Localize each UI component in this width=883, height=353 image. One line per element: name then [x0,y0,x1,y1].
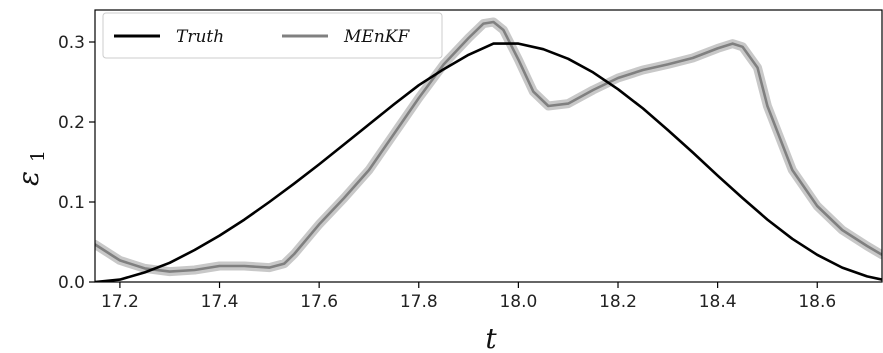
y-tick-label: 0.0 [58,273,85,293]
x-tick-label: 17.4 [201,292,239,312]
axes: 17.2 17.4 17.6 17.8 18.0 18.2 18.4 18.6 0.0 0.1 0.… [58,9,883,312]
series-menkf-band [95,17,882,277]
svg-text:ε 1: ε 1 [12,150,49,186]
legend: Truth MEnKF [102,12,443,59]
x-tick-label: 17.2 [101,292,139,312]
x-tick-label: 18.6 [798,292,836,312]
y-axis-label: ε [12,171,45,186]
plot-marks [95,17,882,282]
y-tick-label: 0.3 [58,33,85,53]
x-tick-label: 18.2 [599,292,637,312]
legend-label-truth: Truth [176,27,224,47]
y-tick-label: 0.2 [58,113,85,133]
x-axis-label: t [485,322,497,353]
legend-label-menkf: MEnKF [343,27,410,47]
x-tick-label: 18.4 [699,292,737,312]
plot-frame [94,9,883,283]
series-menkf-line [95,20,882,273]
y-tick-label: 0.1 [58,193,85,213]
x-tick-label: 18.0 [499,292,537,312]
x-tick-label: 17.6 [300,292,338,312]
x-tick-label: 17.8 [400,292,438,312]
series-truth-line [95,42,882,282]
y-axis-label-group: ε 1 [12,150,49,186]
y-axis-label-subscript: 1 [27,150,49,162]
legend-frame [102,12,443,59]
